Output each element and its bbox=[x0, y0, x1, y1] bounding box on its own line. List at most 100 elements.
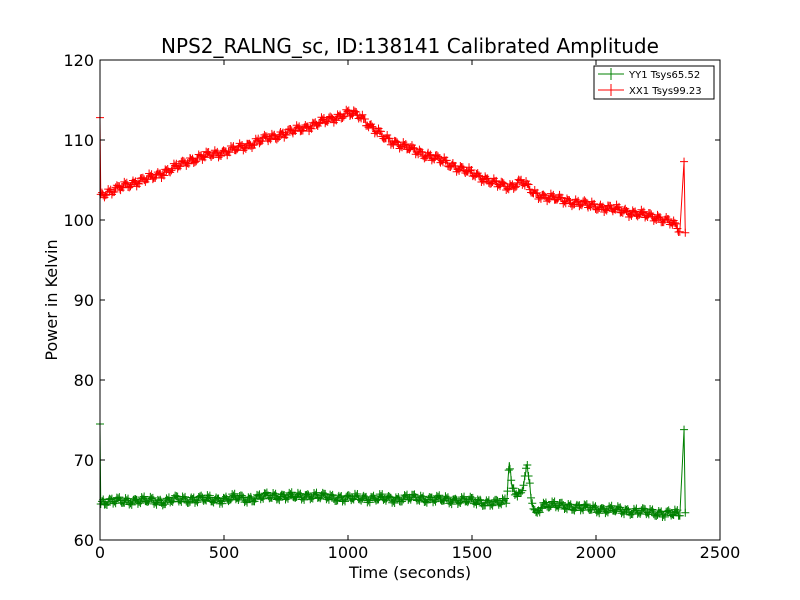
series-point bbox=[622, 207, 631, 216]
series-point bbox=[525, 479, 534, 488]
ticks-layer: 0 500 1000 1500 2000 2500 60 70 80 90 100 110 120 bbox=[63, 51, 740, 562]
y-tick-label-4: 100 bbox=[63, 211, 94, 230]
series-point bbox=[295, 122, 304, 131]
x-tick-label-4: 2000 bbox=[576, 543, 617, 562]
series-point bbox=[376, 127, 385, 136]
series-point bbox=[664, 506, 673, 515]
series-point bbox=[179, 157, 188, 166]
series-point bbox=[217, 152, 226, 161]
series-point bbox=[615, 202, 624, 211]
series-point bbox=[306, 123, 315, 132]
series-point bbox=[101, 191, 110, 200]
series-point bbox=[648, 505, 657, 514]
series-point bbox=[238, 491, 247, 500]
series-point bbox=[451, 494, 460, 503]
series-point bbox=[286, 125, 295, 134]
series-point bbox=[672, 219, 681, 228]
series-point bbox=[303, 490, 312, 499]
series-point bbox=[431, 497, 440, 506]
series-point bbox=[218, 499, 227, 508]
series-point bbox=[307, 124, 316, 133]
series-point bbox=[360, 115, 369, 124]
x-tick-label-0: 0 bbox=[95, 543, 105, 562]
series-point bbox=[503, 184, 512, 193]
series-point bbox=[660, 512, 669, 521]
series-point bbox=[554, 503, 563, 512]
series-point bbox=[603, 508, 612, 517]
series-point bbox=[519, 481, 528, 490]
series-point bbox=[582, 500, 591, 509]
series-point bbox=[99, 495, 108, 504]
series-point bbox=[523, 179, 532, 188]
series-point bbox=[250, 140, 259, 149]
series-markers-1 bbox=[96, 105, 690, 237]
series-point bbox=[143, 497, 152, 506]
series-point bbox=[611, 507, 620, 516]
series-point bbox=[176, 162, 185, 171]
series-point bbox=[654, 213, 663, 222]
series-point bbox=[414, 495, 423, 504]
series-point bbox=[593, 205, 602, 214]
series-point bbox=[681, 228, 690, 237]
series-point bbox=[509, 484, 518, 493]
series-point bbox=[270, 130, 279, 139]
series-point bbox=[615, 503, 624, 512]
series-point bbox=[503, 487, 512, 496]
plot-frame bbox=[99, 59, 721, 541]
series-point bbox=[443, 493, 452, 502]
series-point bbox=[161, 500, 170, 509]
series-point bbox=[488, 501, 497, 510]
legend: YY1 Tsys65.52 XX1 Tsys99.23 bbox=[593, 65, 715, 100]
series-point bbox=[381, 496, 390, 505]
series-point bbox=[378, 490, 387, 499]
series-point bbox=[536, 503, 545, 512]
series-point bbox=[409, 143, 418, 152]
x-tick-label-3: 1500 bbox=[452, 543, 493, 562]
series-point bbox=[230, 489, 239, 498]
series-point bbox=[270, 491, 279, 500]
legend-box bbox=[593, 65, 715, 100]
series-point bbox=[135, 497, 144, 506]
series-point bbox=[512, 182, 521, 191]
series-point bbox=[566, 500, 575, 509]
series-point bbox=[368, 122, 377, 131]
series-point bbox=[152, 500, 161, 509]
series-point bbox=[550, 497, 559, 506]
series-point bbox=[338, 113, 347, 122]
series-point bbox=[434, 152, 443, 161]
chart-title: NPS2_RALNG_sc, ID:138141 Calibrated Ampl… bbox=[161, 34, 659, 58]
y-tick-label-3: 90 bbox=[74, 291, 94, 310]
series-line-1 bbox=[99, 108, 686, 236]
series-point bbox=[455, 498, 464, 507]
series-point bbox=[680, 425, 689, 434]
series-point bbox=[500, 494, 509, 503]
series-layer bbox=[96, 105, 690, 521]
series-point bbox=[246, 492, 255, 501]
x-tick-label-1: 500 bbox=[209, 543, 240, 562]
series-point bbox=[675, 227, 684, 236]
series-point bbox=[675, 511, 684, 520]
series-point bbox=[225, 496, 234, 505]
series-point bbox=[385, 492, 394, 501]
series-point bbox=[523, 461, 532, 470]
series-point bbox=[287, 488, 296, 497]
series-point bbox=[331, 115, 340, 124]
series-point bbox=[147, 494, 156, 503]
series-point bbox=[406, 495, 415, 504]
series-point bbox=[535, 508, 544, 517]
series-point bbox=[400, 140, 409, 149]
series-point bbox=[616, 503, 625, 512]
series-point bbox=[245, 139, 254, 148]
series-point bbox=[602, 507, 611, 516]
series-point bbox=[468, 493, 477, 502]
series-point bbox=[133, 179, 142, 188]
y-axis-label: Power in Kelvin bbox=[42, 239, 61, 360]
series-point bbox=[385, 134, 394, 143]
series-point bbox=[341, 497, 350, 506]
series-point bbox=[236, 141, 245, 150]
series-point bbox=[518, 486, 527, 495]
y-tick-label-6: 120 bbox=[63, 51, 94, 70]
series-point bbox=[332, 496, 341, 505]
x-tick-label-2: 1000 bbox=[328, 543, 369, 562]
